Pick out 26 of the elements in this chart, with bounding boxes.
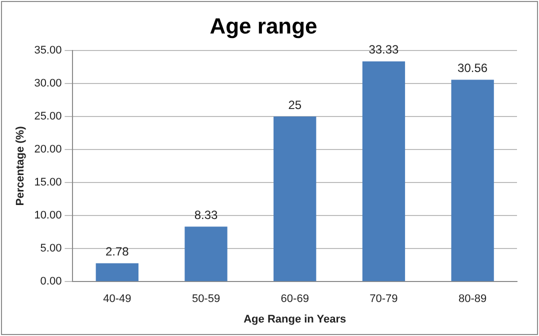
bar [184, 226, 228, 282]
y-tick-label: 0.00 [40, 276, 62, 288]
data-label: 8.33 [194, 208, 218, 222]
bar [362, 61, 406, 282]
y-axis-title: Percentage (%) [14, 126, 27, 206]
x-tick-label: 40-49 [103, 293, 132, 306]
data-label: 2.78 [105, 244, 130, 259]
x-tick-label: 50-59 [192, 293, 220, 306]
bar [274, 116, 316, 282]
y-tick-label: 15.00 [34, 176, 62, 189]
x-axis-title: Age Range in Years [244, 313, 346, 326]
y-tick-label: 20.00 [34, 144, 62, 156]
y-tick-label: 35.00 [34, 44, 62, 56]
x-tick-label: 70-79 [370, 293, 398, 306]
bar [96, 263, 138, 282]
x-tick-label: 80-89 [458, 293, 487, 306]
data-label: 30.56 [458, 61, 488, 76]
y-tick-label: 30.00 [34, 77, 62, 90]
chart-title: Age range [210, 13, 318, 38]
y-tick-label: 25.00 [34, 110, 62, 122]
x-tick-label: 60-69 [280, 293, 309, 306]
y-tick-label: 10.00 [34, 210, 62, 222]
y-tick-label: 5.00 [40, 242, 62, 255]
data-label: 25 [288, 98, 302, 112]
data-label: 33.33 [368, 42, 400, 57]
bar [451, 80, 494, 282]
